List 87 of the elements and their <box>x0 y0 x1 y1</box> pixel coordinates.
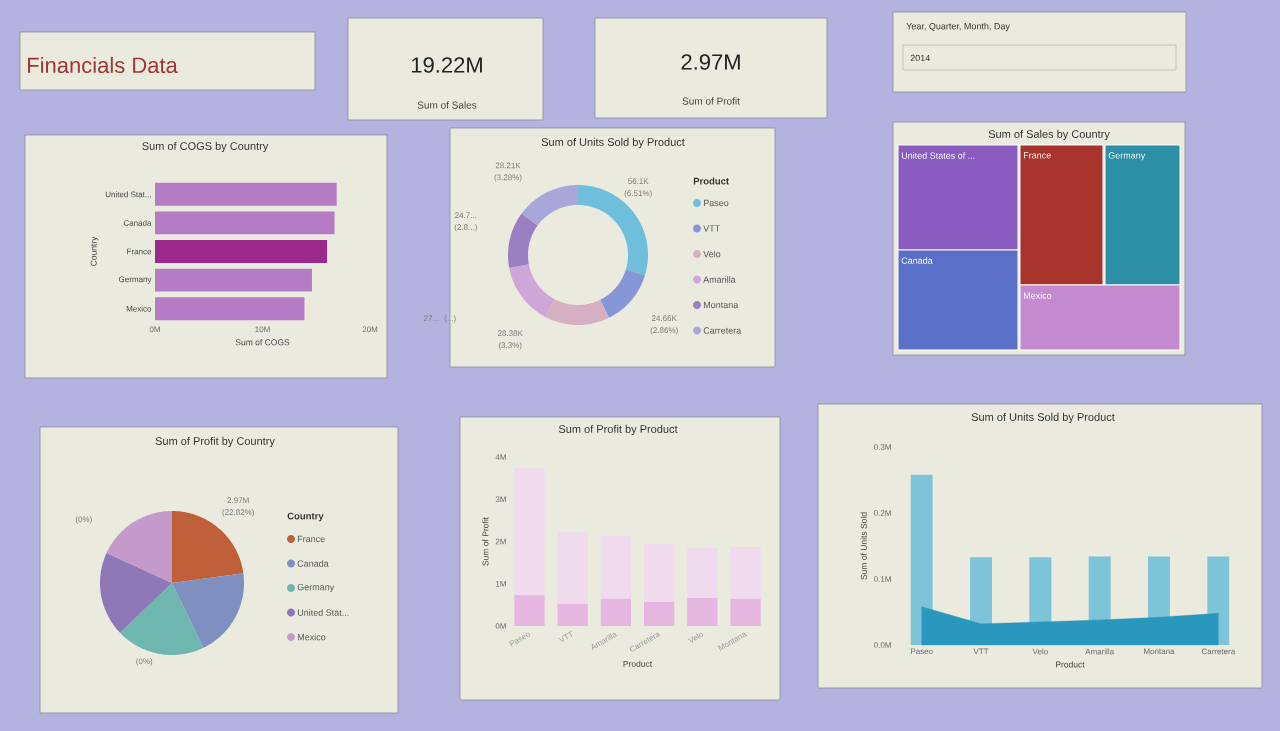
y-tick-label: Germany <box>118 276 152 284</box>
legend-label: Mexico <box>297 633 326 641</box>
text: 2014 <box>910 54 930 62</box>
text: 27... (...) <box>423 315 456 323</box>
text: Sum of Profit <box>682 97 740 105</box>
bar <box>557 532 588 605</box>
legend-label: Montana <box>703 301 739 309</box>
y-tick-label: 0.3M <box>874 444 891 450</box>
text: 2.97M <box>681 54 740 70</box>
legend-label: United Stat... <box>297 609 349 616</box>
y-tick-label: 3M <box>495 496 506 503</box>
x-tick-label: VTT <box>973 648 989 655</box>
chart-title: Sum of Profit by Product <box>558 424 678 436</box>
y-tick-label: 0M <box>495 623 506 629</box>
legend-label: Velo <box>703 250 721 258</box>
bar <box>730 546 761 599</box>
chart-title: Sum of Units Sold by Product <box>971 412 1115 424</box>
x-axis-title: Product <box>623 660 653 667</box>
text: 56.1K (6.51%) <box>624 178 652 198</box>
category-label: France <box>1023 152 1051 159</box>
bar <box>514 467 545 596</box>
text: 19.22M <box>412 57 482 73</box>
y-tick-label: France <box>127 248 152 255</box>
bar <box>155 240 328 263</box>
legend-label: France <box>297 535 325 543</box>
x-tick-label: 10M <box>255 326 270 333</box>
category-label: Mexico <box>1023 292 1052 299</box>
text: (0%) <box>75 516 92 524</box>
bar <box>687 598 718 626</box>
x-tick-label: Amarilla <box>1085 648 1115 655</box>
text: Sum of Sales by Country <box>988 129 1110 141</box>
bar <box>687 547 718 599</box>
y-axis-title: Country <box>90 236 99 266</box>
text: (0%) <box>136 658 153 666</box>
bar <box>155 297 305 321</box>
text: 24.66K (2.86%) <box>650 315 678 335</box>
x-tick-label: Carretera <box>1201 648 1236 655</box>
y-tick-label: Mexico <box>126 305 152 312</box>
bar <box>643 544 675 602</box>
y-tick-label: 4M <box>495 454 506 460</box>
x-tick-label: VTT <box>558 630 573 643</box>
y-tick-label: 1M <box>495 580 506 587</box>
legend-label: Paseo <box>703 199 729 207</box>
bar <box>155 268 312 292</box>
y-tick-label: 0.1M <box>874 576 891 582</box>
x-tick-label: 20M <box>362 326 378 333</box>
bar <box>155 211 335 235</box>
legend-label: Germany <box>297 583 335 593</box>
text: 28.21K (3.28%) <box>494 162 522 182</box>
x-axis-title: Sum of COGS <box>235 339 290 346</box>
text: Year, Quarter, Month, Day <box>906 22 1010 32</box>
bar <box>643 601 675 626</box>
chart-title: Sum of Units Sold by Product <box>541 137 685 149</box>
y-axis-title: Sum of Profit <box>482 516 489 566</box>
bar <box>600 536 632 599</box>
text: 24.7... (2.8...) <box>454 212 477 232</box>
legend-label: VTT <box>703 225 720 232</box>
category-label: United States of ... <box>901 152 975 159</box>
chart-title: Sum of COGS by Country <box>142 141 269 153</box>
bar <box>600 598 632 626</box>
text: 2.97M (22.82%) <box>222 497 254 517</box>
x-tick-label: Velo <box>1032 648 1048 655</box>
legend-title: Country <box>287 512 324 522</box>
x-tick-label: 0M <box>149 326 160 333</box>
y-tick-label: 0.0M <box>874 642 891 648</box>
text: Financials Data <box>28 56 178 74</box>
text: Sum of Sales <box>417 101 477 109</box>
category-label: Canada <box>901 257 933 264</box>
x-tick-label: Paseo <box>911 648 933 655</box>
y-tick-label: 2M <box>495 538 506 545</box>
bar <box>730 598 761 626</box>
bar <box>514 595 545 626</box>
chart-title: Sum of Profit by Country <box>155 436 275 448</box>
bar <box>557 604 588 626</box>
x-tick-label: Velo <box>687 632 704 643</box>
y-tick-label: Canada <box>123 219 152 226</box>
legend-label: Amarilla <box>703 276 736 283</box>
legend-label: Canada <box>297 560 329 567</box>
x-axis-title: Product <box>1056 661 1085 668</box>
legend-title: Product <box>693 177 729 185</box>
y-axis-title: Sum of Units Sold <box>860 512 867 580</box>
text: 28.38K (3.3%) <box>497 330 523 350</box>
category-label: Germany <box>1108 152 1146 161</box>
y-tick-label: 0.2M <box>874 510 891 516</box>
x-tick-label: Montana <box>1144 648 1175 655</box>
bar <box>155 182 337 206</box>
y-tick-label: United Stat... <box>105 191 151 198</box>
